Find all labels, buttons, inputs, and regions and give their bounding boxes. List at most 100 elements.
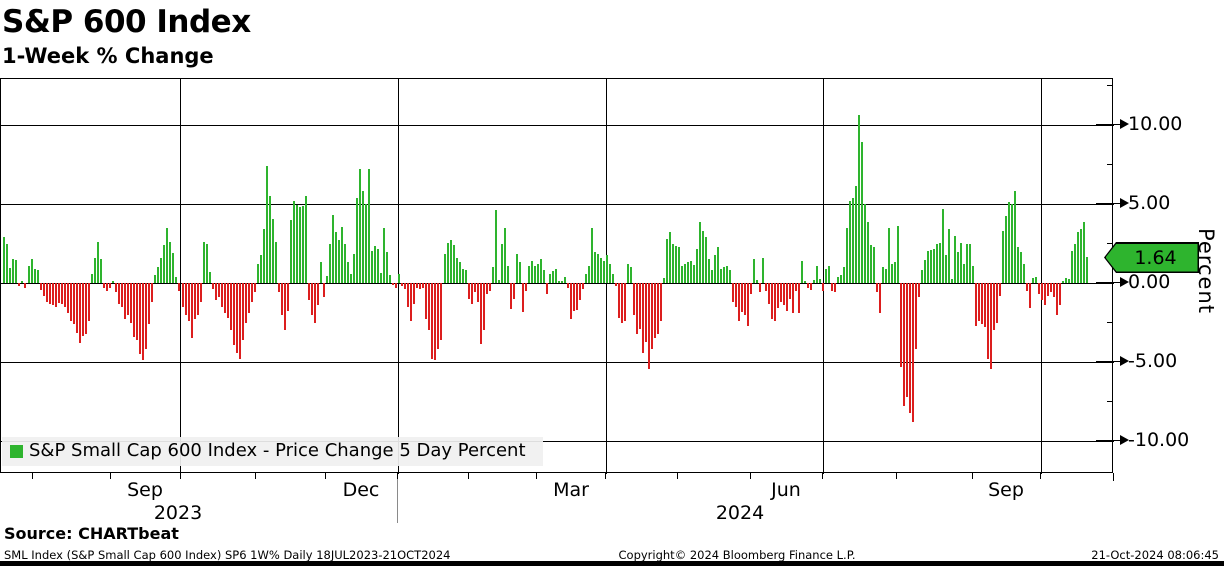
y-axis-minor-tick [1107,400,1113,402]
data-bar [40,283,42,291]
data-bar [200,283,202,302]
data-bar [894,261,896,283]
data-bar [266,166,268,283]
data-bar [46,283,48,302]
y-axis-tick-arrow-icon [1120,356,1129,366]
data-bar [127,283,129,315]
data-bar [690,260,692,283]
data-bar [52,283,54,306]
data-bar [573,283,575,311]
data-bar [24,283,26,288]
data-bar [843,267,845,283]
data-bar [254,283,256,293]
data-bar [145,283,147,350]
data-bar [528,265,530,283]
data-bar [615,283,617,287]
data-bar [9,267,11,283]
data-bar [948,229,950,283]
data-bar [407,283,409,307]
data-bar [311,283,313,315]
data-bar [251,283,253,302]
data-bar [1086,257,1088,283]
data-bar [627,264,629,283]
data-bar [356,197,358,283]
bottom-bar [0,561,1224,566]
data-bar [837,276,839,283]
data-bar [654,283,656,338]
data-bar [278,283,280,293]
data-bar [660,283,662,321]
data-bar [933,249,935,283]
data-bar [648,283,650,370]
data-bar [852,197,854,283]
data-bar [591,227,593,283]
data-bar [58,283,60,303]
data-bar [462,268,464,283]
data-bar [453,245,455,283]
footer-timestamp: 21-Oct-2024 08:06:45 [1091,548,1219,562]
last-value-badge-text: 1.64 [1105,243,1198,272]
data-bar [777,283,779,309]
data-bar [969,243,971,283]
data-bar [918,283,920,298]
data-bar [819,279,821,283]
footer-ticker-info: SML Index (S&P Small Cap 600 Index) SP6 … [4,548,451,562]
data-bar [1023,264,1025,283]
data-bar [468,283,470,299]
data-bar [975,283,977,326]
data-bar [501,244,503,283]
data-bar [70,283,72,321]
data-bar [657,283,659,334]
x-axis-month-tick [750,473,751,479]
data-bar [106,283,108,291]
data-bar [831,283,833,291]
legend[interactable]: S&P Small Cap 600 Index - Price Change 5… [2,437,543,466]
y-axis-tick-label: -10.00 [1128,429,1190,451]
data-bar [73,283,75,325]
year-separator-line [397,478,398,523]
data-bar [561,281,563,283]
data-bar [61,283,63,305]
data-bar [419,283,421,289]
data-bar [3,237,5,283]
data-bar [67,283,69,314]
x-axis-year-label: 2024 [715,502,765,524]
data-bar [636,283,638,334]
data-bar [422,283,424,288]
data-bar [570,283,572,320]
data-bar [221,283,223,307]
data-bar [699,222,701,283]
data-bar [936,244,938,283]
chart-plot-area[interactable] [0,78,1114,474]
data-bar [669,232,671,283]
data-bar [759,283,761,293]
data-bar [594,252,596,283]
data-bar [431,283,433,359]
data-bar [206,243,208,283]
data-bar [1080,229,1082,283]
y-axis-tick-label: 0.00 [1128,271,1171,293]
data-bar [456,257,458,283]
data-bar [954,235,956,283]
data-bar [353,253,355,283]
grid-line-vertical [823,79,824,474]
x-axis-month-tick [255,473,256,479]
data-bar [630,267,632,283]
data-bar [747,283,749,326]
data-bar [861,142,863,283]
data-bar [148,283,150,325]
data-bar [720,268,722,283]
data-bar [212,283,214,290]
data-bar [792,283,794,314]
data-bar [780,283,782,302]
data-bar [34,268,36,283]
data-bar [981,283,983,325]
data-bar [786,283,788,312]
data-bar [188,283,190,321]
data-bar [888,227,890,283]
data-bar [867,222,869,283]
data-bar [600,257,602,283]
data-bar [224,283,226,314]
data-bar [945,255,947,283]
y-axis-major-tick [1096,203,1122,204]
